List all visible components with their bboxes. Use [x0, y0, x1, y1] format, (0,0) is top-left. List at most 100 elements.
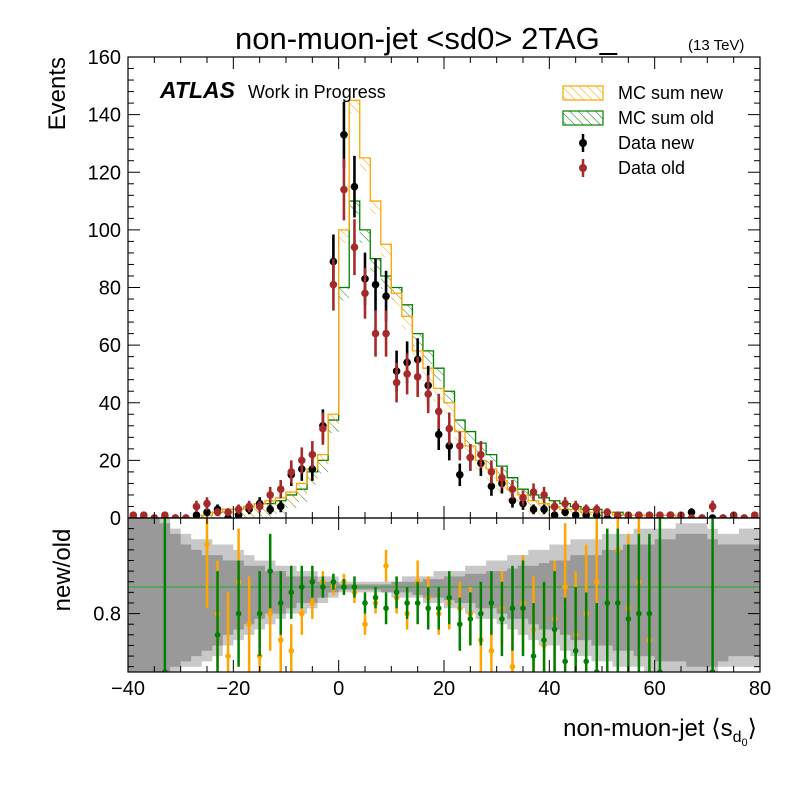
data-old-point — [582, 504, 590, 515]
ratio-point-new-marker — [562, 584, 568, 590]
data-old-point — [350, 219, 359, 276]
ratio-point-old-marker — [593, 669, 600, 672]
ratio-point-old — [467, 592, 474, 646]
data-old-point — [645, 511, 654, 518]
data-old-point — [571, 500, 580, 513]
data-old-point-marker — [614, 511, 622, 518]
ratio-point-old — [636, 533, 642, 672]
data-new-point-marker — [371, 280, 380, 289]
data-old-point-marker — [550, 502, 559, 511]
y-tick-label: 20 — [99, 450, 121, 472]
ratio-y-tick-label: 0.8 — [93, 604, 121, 626]
data-old-point — [245, 500, 253, 513]
data-old-point — [340, 158, 348, 221]
ratio-point-old — [615, 528, 621, 672]
data-old-point — [550, 500, 559, 513]
ratio-point-old-marker — [709, 669, 716, 672]
data-old-point-marker — [592, 505, 601, 514]
mc-sum-old-bin — [359, 229, 371, 243]
data-old-point-marker — [456, 442, 464, 450]
data-old-point-marker — [750, 511, 759, 518]
ratio-point-old — [277, 571, 284, 635]
data-old-point — [540, 486, 548, 504]
data-new-point-marker — [456, 470, 464, 479]
axis-ticks: −40 −20 0 20 40 60 80 0 20 40 60 80 100 120 140 160 0.8 — [88, 47, 772, 700]
ratio-point-old — [604, 528, 611, 672]
data-old-point-marker — [171, 514, 180, 518]
data-old-point-marker — [466, 453, 475, 462]
ratio-point-old — [372, 587, 379, 609]
ratio-point-old — [562, 597, 568, 672]
ratio-point-old-marker — [320, 584, 326, 590]
ratio-point-old — [414, 581, 421, 625]
ratio-point-old — [299, 565, 305, 609]
data-old-point-marker — [224, 508, 232, 517]
data-new-point — [708, 514, 717, 518]
data-new-point — [276, 500, 285, 513]
data-old-point — [192, 500, 201, 513]
data-old-point-marker — [329, 280, 338, 289]
energy-label: (13 TeV) — [688, 37, 744, 54]
ratio-point-old — [341, 579, 347, 595]
data-old-point — [298, 447, 306, 474]
data-old-point-marker — [413, 373, 422, 381]
ratio-point-old-marker — [636, 610, 642, 617]
data-old-point — [719, 514, 727, 518]
ratio-point-old — [435, 587, 442, 630]
ratio-point-new-marker — [204, 541, 210, 548]
data-new-point-marker — [276, 502, 285, 511]
ratio-point-new-marker — [267, 610, 274, 617]
data-new-point-marker — [529, 505, 538, 514]
data-old-point — [592, 504, 601, 515]
ratio-point-new-marker — [488, 647, 495, 654]
data-new-point — [340, 101, 348, 168]
data-new-point-marker — [550, 511, 559, 518]
ratio-point-old-marker — [404, 600, 410, 606]
data-new-point-marker — [540, 505, 548, 514]
data-old-point — [498, 467, 506, 489]
data-old-point — [276, 479, 285, 499]
ratio-point-old-marker — [530, 653, 537, 659]
ratio-point-old-marker — [330, 578, 337, 585]
y-axis-label: Events — [44, 57, 71, 130]
data-old-point — [635, 511, 643, 518]
data-old-point — [161, 511, 169, 518]
data-old-point-marker — [203, 499, 211, 508]
data-new-point — [550, 511, 559, 518]
mc-sum-new-bin — [370, 201, 381, 215]
data-old-point-marker — [424, 390, 433, 398]
ratio-point-old — [457, 597, 463, 651]
data-old-point — [698, 514, 706, 518]
data-old-point-marker — [582, 505, 590, 514]
data-new-point-marker — [487, 482, 496, 491]
ratio-point-old — [214, 571, 221, 672]
data-new-point — [540, 504, 548, 515]
ratio-point-old-marker — [541, 637, 547, 643]
data-old-point-marker — [298, 456, 306, 465]
mc-sum-old-outline — [128, 200, 760, 518]
data-old-point-marker — [361, 289, 369, 298]
data-old-point-marker — [308, 450, 317, 459]
ratio-y-axis-label: new/old — [49, 529, 76, 612]
data-old-point-marker — [666, 511, 675, 518]
data-old-point-marker — [382, 329, 390, 338]
legend: MC sum new MC sum old Data new Data old — [562, 83, 724, 178]
data-old-point-marker — [129, 511, 138, 518]
mc-sum-old-bin — [433, 368, 444, 382]
ratio-point-old-marker — [162, 669, 168, 672]
ratio-point-new — [246, 576, 252, 672]
ratio-point-old-marker — [551, 626, 558, 633]
data-old-point — [487, 460, 496, 484]
data-old-point — [308, 441, 317, 469]
ratio-point-old-marker — [509, 605, 516, 612]
ratio-uncertainty-bands — [128, 518, 760, 672]
ratio-point-old-marker — [393, 589, 400, 596]
data-old-point-marker — [445, 424, 454, 433]
data-new-point-marker — [687, 508, 696, 517]
data-new-point-marker — [434, 430, 443, 439]
mc-sum-new-bin — [380, 244, 392, 258]
ratio-point-old — [309, 565, 316, 598]
mc-sum-new-bin — [296, 483, 308, 497]
data-new-point — [266, 504, 275, 515]
data-old-point-marker — [477, 450, 485, 459]
